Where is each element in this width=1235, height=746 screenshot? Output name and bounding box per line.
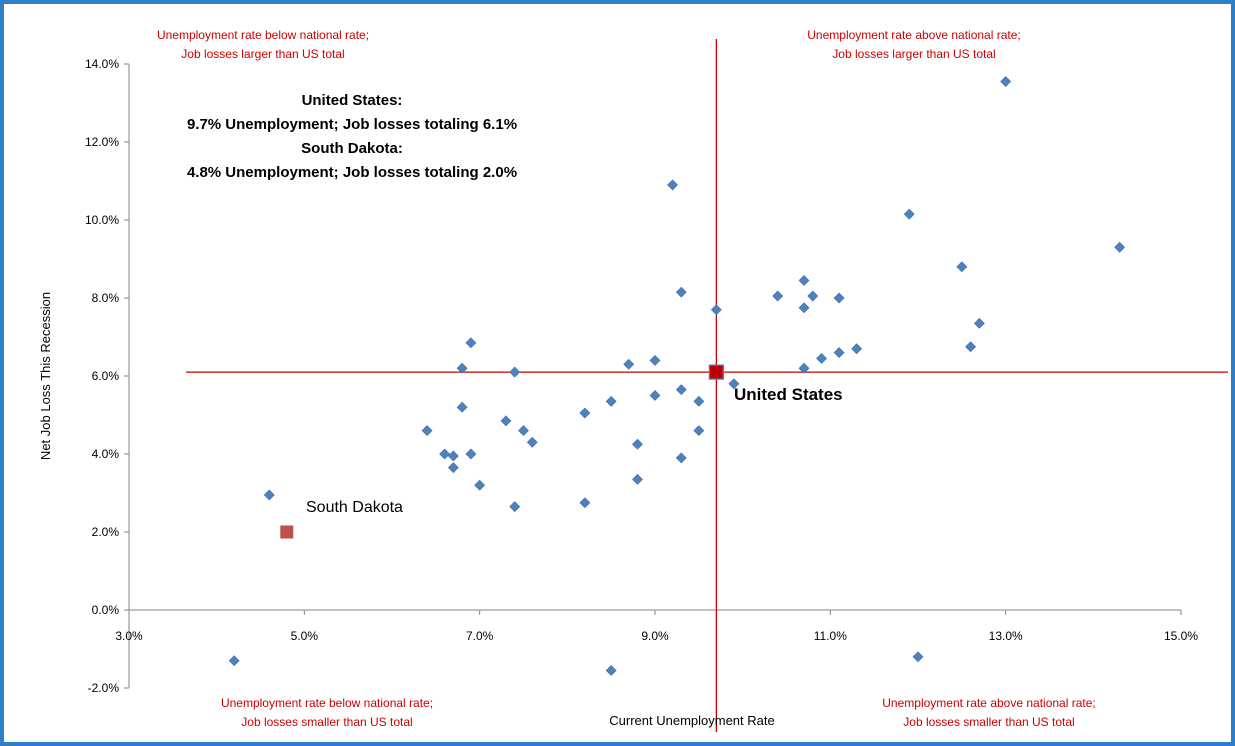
united-states-point	[708, 364, 724, 380]
state-point	[851, 343, 863, 355]
state-point	[579, 407, 591, 419]
tick-marks	[124, 63, 1182, 689]
state-point	[421, 425, 433, 437]
y-axis-title: Net Job Loss This Recession	[38, 292, 53, 460]
state-point	[772, 290, 784, 302]
state-point	[632, 438, 643, 450]
summary-line-2: 9.7% Unemployment; Job losses totaling 6…	[187, 116, 517, 133]
state-point	[500, 415, 512, 427]
x-tick-label: 11.0%	[814, 629, 847, 643]
summary-line-1: United States:	[302, 92, 403, 109]
state-point	[1114, 241, 1126, 253]
united-states-label: United States	[734, 385, 843, 404]
y-tick-label: 8.0%	[92, 291, 120, 305]
y-tick-label: 2.0%	[92, 525, 120, 539]
y-tick-label: 10.0%	[85, 213, 119, 227]
state-point	[833, 347, 845, 359]
state-point	[693, 425, 705, 437]
state-point	[579, 497, 591, 509]
state-point	[667, 179, 678, 191]
highlight-points	[280, 364, 724, 539]
state-point	[903, 208, 915, 220]
state-point	[693, 395, 705, 407]
state-point	[465, 448, 477, 460]
state-point	[833, 292, 845, 304]
state-point	[798, 362, 810, 374]
state-point	[1000, 76, 1012, 87]
y-tick-label: -2.0%	[88, 681, 120, 695]
x-tick-label: 3.0%	[115, 629, 143, 643]
summary-line-4: 4.8% Unemployment; Job losses totaling 2…	[187, 164, 517, 181]
state-point	[447, 462, 459, 474]
quadrant-bottom-right-line-1: Unemployment rate above national rate;	[882, 696, 1095, 710]
state-point	[675, 452, 687, 464]
state-point	[807, 290, 819, 302]
state-point	[816, 353, 827, 364]
y-tick-label: 0.0%	[92, 603, 120, 617]
x-tick-label: 15.0%	[1164, 629, 1198, 643]
x-axis-title: Current Unemployment Rate	[609, 713, 774, 728]
state-point	[509, 366, 521, 378]
y-tick-label: 4.0%	[92, 447, 120, 461]
y-tick-label: 12.0%	[85, 135, 119, 149]
state-point	[675, 384, 687, 396]
x-tick-label: 5.0%	[291, 629, 319, 643]
quadrant-top-left-line-1: Unemployment rate below national rate;	[157, 28, 369, 42]
y-tick-label: 6.0%	[92, 369, 120, 383]
state-point	[518, 425, 529, 437]
quadrant-bottom-left-line-1: Unemployment rate below national rate;	[221, 696, 433, 710]
state-point	[447, 450, 459, 462]
y-tick-label: 14.0%	[85, 57, 119, 71]
state-point	[912, 651, 924, 663]
state-point	[263, 489, 275, 501]
state-point	[965, 341, 977, 353]
state-point	[675, 286, 687, 298]
state-point	[649, 354, 661, 366]
state-point	[728, 378, 740, 390]
state-point	[509, 501, 521, 513]
state-point	[798, 275, 810, 286]
state-point	[228, 655, 240, 667]
scatter-chart: Current Unemployment Rate Net Job Loss T…	[38, 28, 1228, 732]
state-point	[456, 362, 468, 374]
state-point	[465, 337, 477, 349]
state-point	[526, 436, 538, 448]
state-point	[474, 479, 486, 491]
state-point	[456, 401, 468, 413]
state-point	[956, 261, 968, 273]
state-point	[632, 473, 643, 485]
axes	[128, 64, 1181, 688]
x-tick-label: 13.0%	[989, 629, 1023, 643]
south-dakota-point	[280, 525, 294, 539]
state-point	[649, 390, 661, 401]
south-dakota-label: South Dakota	[306, 499, 403, 516]
x-tick-label: 9.0%	[641, 629, 669, 643]
state-points	[228, 76, 1126, 676]
summary-line-3: South Dakota:	[301, 140, 403, 157]
state-point	[605, 395, 617, 407]
quadrant-top-right-line-2: Job losses larger than US total	[832, 47, 995, 61]
x-tick-label: 7.0%	[466, 629, 494, 643]
state-point	[798, 302, 810, 314]
quadrant-bottom-right-line-2: Job losses smaller than US total	[903, 715, 1074, 729]
state-point	[973, 317, 985, 329]
state-point	[605, 665, 617, 676]
reference-lines	[186, 39, 1228, 732]
state-point	[439, 448, 451, 460]
state-point	[710, 304, 722, 316]
quadrant-top-right-line-1: Unemployment rate above national rate;	[807, 28, 1020, 42]
quadrant-bottom-left-line-2: Job losses smaller than US total	[241, 715, 412, 729]
state-point	[623, 358, 635, 370]
quadrant-top-left-line-2: Job losses larger than US total	[181, 47, 344, 61]
